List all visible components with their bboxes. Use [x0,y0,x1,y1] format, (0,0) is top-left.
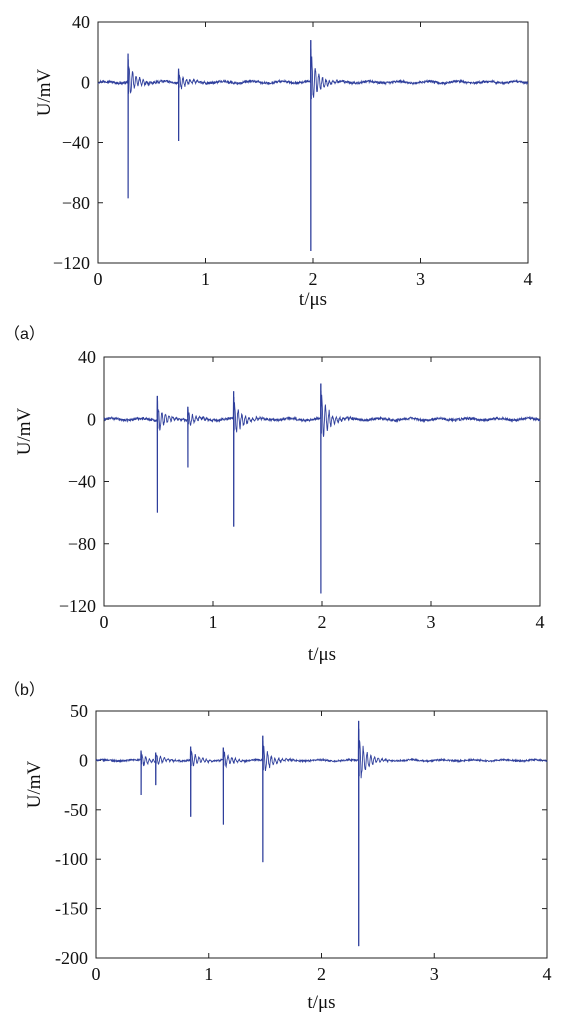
y-tick-label: −40 [62,133,90,153]
x-axis-label: t/μs [308,644,336,665]
x-tick-label: 4 [536,612,545,632]
signal-line [103,383,541,594]
x-tick-label: 4 [543,964,552,984]
y-tick-label: -200 [55,948,88,968]
y-axis-label: U/mV [14,407,35,455]
y-tick-label: 0 [87,409,96,429]
y-tick-label: −80 [68,534,96,554]
x-tick-label: 3 [416,269,425,289]
y-tick-label: −120 [59,596,96,616]
x-tick-label: 1 [204,964,213,984]
y-tick-label: −120 [53,253,90,273]
plot-frame [103,356,541,607]
y-tick-label: 50 [70,701,88,721]
y-tick-label: -150 [55,899,88,919]
x-tick-label: 3 [430,964,439,984]
y-tick-label: 0 [81,72,90,92]
x-tick-label: 0 [92,964,101,984]
plot-frame [95,710,548,959]
x-tick-label: 0 [100,612,109,632]
x-tick-label: 3 [427,612,436,632]
x-axis-label: t/μs [307,992,335,1013]
y-tick-label: −40 [68,472,96,492]
y-tick-label: 0 [79,750,88,770]
chart-panel-b: 0 1 2 3 4 40 0 −40 −80 −120 t/μs U/mV [14,347,545,665]
x-axis-label: t/μs [299,289,327,310]
x-tick-label: 4 [524,269,533,289]
panel-label-a: （a） [4,326,45,343]
x-tick-label: 2 [318,612,327,632]
chart-panel-a: 0 1 2 3 4 40 0 −40 −80 −120 t/μs U/mV [34,12,533,310]
signal-line [95,720,548,947]
y-tick-label: 40 [78,347,96,367]
signal-line [97,40,529,251]
y-tick-label: -50 [64,800,88,820]
panel-label-b: （b） [4,682,45,699]
plot-frame [97,21,529,264]
x-tick-label: 0 [94,269,103,289]
chart-panel-c: 0 1 2 3 4 50 0 -50 -100 -150 -200 t/μs U/mV [24,701,552,1013]
y-tick-label: −80 [62,193,90,213]
y-tick-label: 40 [72,12,90,32]
x-tick-label: 1 [201,269,210,289]
x-tick-label: 1 [209,612,218,632]
y-tick-label: -100 [55,849,88,869]
y-axis-label: U/mV [24,760,45,808]
x-tick-label: 2 [317,964,326,984]
x-tick-label: 2 [309,269,318,289]
y-axis-label: U/mV [34,68,55,116]
